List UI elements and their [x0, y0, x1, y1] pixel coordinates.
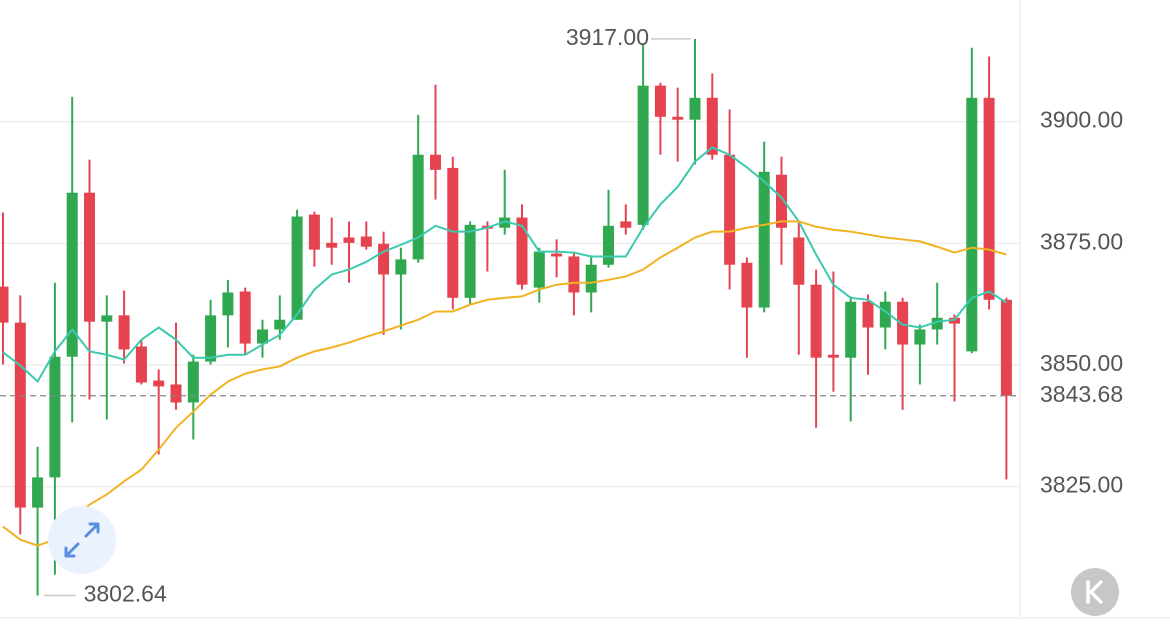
min-label: 3802.64 — [84, 581, 167, 607]
y-tick-label: 3825.00 — [1040, 472, 1123, 498]
candle-body — [395, 259, 407, 275]
last-price-bg — [1030, 379, 1168, 412]
candle-body — [291, 216, 303, 320]
candle-body — [810, 284, 822, 358]
candle-body — [620, 221, 632, 228]
candle-body — [170, 384, 182, 403]
candle-body — [499, 217, 511, 228]
candle-body — [914, 329, 926, 345]
candle-body — [430, 154, 441, 170]
candle-body — [135, 346, 147, 383]
expand-button[interactable] — [48, 506, 116, 574]
candle-body — [308, 214, 320, 250]
last-price-label: 3843.68 — [1040, 381, 1123, 407]
candle-body — [84, 192, 95, 322]
candle-body — [222, 292, 234, 316]
candle-body — [983, 97, 995, 300]
expand-circle[interactable] — [48, 506, 116, 574]
moving-average-line — [2, 220, 1007, 547]
y-tick-label: 3850.00 — [1040, 350, 1123, 376]
candle-body — [741, 262, 753, 308]
candle-body — [1000, 299, 1012, 396]
candle-body — [0, 286, 9, 323]
candle-body — [32, 477, 44, 508]
candle-body — [724, 154, 736, 265]
candle-body — [879, 301, 891, 328]
candle-body — [897, 301, 909, 345]
candle-body — [845, 301, 857, 358]
candle-body — [637, 85, 649, 225]
candle-body — [931, 317, 943, 330]
candle-body — [516, 217, 528, 285]
candle-body — [654, 85, 666, 117]
candle-body — [378, 243, 390, 275]
candle-body — [758, 171, 770, 308]
candle-body — [603, 225, 614, 265]
y-tick-label: 3900.00 — [1040, 107, 1123, 133]
candle-body — [447, 167, 459, 298]
candle-body — [533, 251, 545, 288]
candle-body — [49, 356, 61, 478]
candle-body — [862, 301, 874, 328]
back-circle[interactable] — [1071, 568, 1119, 616]
candle-body — [551, 253, 563, 257]
candle-body — [205, 315, 217, 362]
candle-body — [706, 97, 718, 155]
expand-icon[interactable] — [64, 522, 100, 558]
candle-body — [966, 97, 978, 352]
candle-body — [568, 256, 580, 293]
candle-body — [153, 380, 165, 387]
candle-body — [257, 329, 268, 344]
candle-body — [776, 174, 787, 228]
candle-body — [66, 192, 78, 357]
candle-body — [187, 361, 199, 403]
candle-body — [585, 264, 597, 293]
y-tick-label: 3875.00 — [1040, 228, 1123, 254]
moving-average-line — [2, 146, 1007, 384]
candle-body — [101, 315, 113, 322]
candle-body — [672, 116, 684, 120]
back-button[interactable] — [1071, 568, 1119, 616]
candle-body — [118, 315, 130, 350]
candle-body — [343, 237, 355, 243]
candle-body — [793, 237, 805, 285]
candle-body — [326, 242, 338, 248]
candle-body — [412, 154, 424, 260]
candle-body — [464, 224, 476, 298]
max-label: 3917.00 — [566, 24, 649, 50]
back-icon[interactable] — [1086, 580, 1103, 604]
candle-body — [360, 236, 372, 247]
candle-body — [14, 322, 26, 508]
candle-body — [689, 97, 701, 120]
candle-body — [239, 291, 251, 344]
candle-body — [274, 319, 286, 330]
candle-body — [827, 354, 839, 358]
